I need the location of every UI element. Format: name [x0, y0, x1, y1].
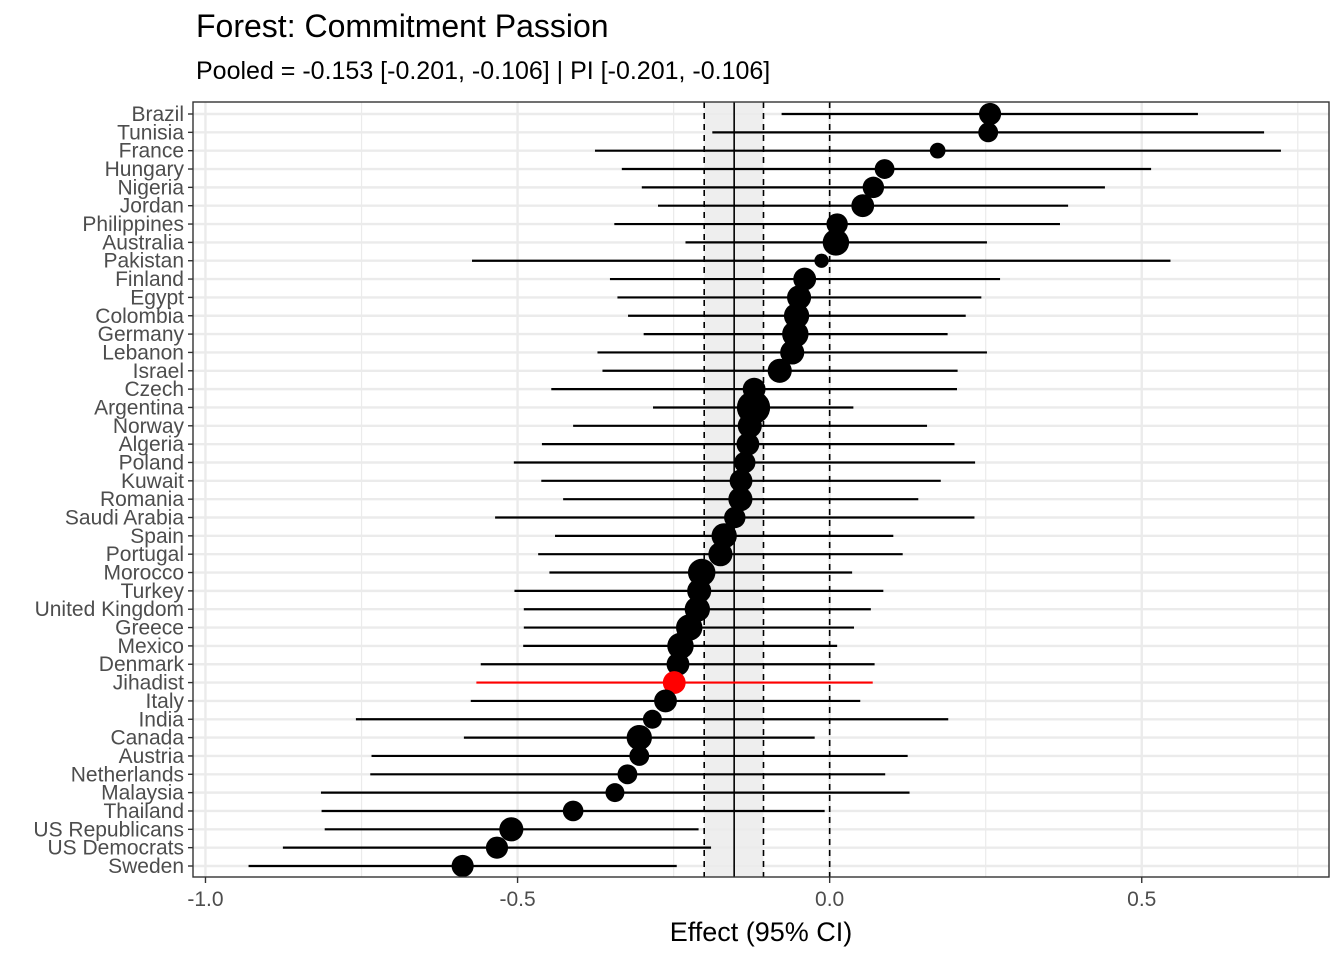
y-tick-label: Algeria: [119, 433, 185, 456]
point-estimate: [605, 783, 625, 803]
y-tick-label: Lebanon: [102, 341, 184, 364]
point-estimate: [979, 102, 1002, 126]
point-estimate: [737, 413, 762, 438]
y-tick-label: Turkey: [121, 580, 185, 603]
y-tick-label: Nigeria: [117, 176, 184, 199]
point-estimate: [626, 724, 652, 751]
y-tick-label: India: [138, 708, 184, 731]
point-estimate: [662, 671, 686, 695]
y-tick-label: Finland: [115, 268, 184, 291]
point-estimate: [708, 542, 733, 567]
y-tick-label: Netherlands: [71, 763, 184, 786]
point-estimate: [734, 451, 756, 474]
y-tick-label: Kuwait: [121, 470, 184, 493]
y-tick-label: Jordan: [120, 195, 184, 218]
y-tick-label: Germany: [98, 323, 185, 346]
point-estimate: [822, 229, 850, 256]
y-tick-label: US Democrats: [47, 837, 184, 860]
y-tick-label: Argentina: [94, 396, 184, 419]
point-estimate: [687, 558, 716, 587]
y-tick-label: Colombia: [95, 305, 184, 328]
y-tick-label: Spain: [130, 525, 184, 548]
y-tick-label: Malaysia: [101, 782, 184, 805]
point-estimate: [485, 836, 509, 859]
y-tick-label: Morocco: [103, 562, 184, 585]
point-estimate: [851, 194, 875, 218]
point-estimate: [666, 652, 690, 676]
x-axis-label: Effect (95% CI): [670, 917, 853, 947]
y-tick-label: Mexico: [117, 635, 184, 658]
y-tick-label: Austria: [119, 745, 185, 768]
point-estimate: [728, 487, 753, 512]
y-tick-label: Jihadist: [113, 672, 184, 695]
y-tick-label: US Republicans: [33, 818, 184, 841]
y-tick-label: Thailand: [103, 800, 184, 823]
pooled-band-layer: [703, 102, 831, 877]
chart-subtitle: Pooled = -0.153 [-0.201, -0.106] | PI [-…: [196, 57, 771, 85]
point-estimate: [929, 142, 946, 159]
point-estimate: [874, 159, 895, 179]
point-estimate: [642, 709, 662, 729]
point-estimate: [499, 817, 524, 842]
panel-border: [192, 101, 1330, 878]
point-estimate: [617, 764, 638, 785]
y-tick-label: Hungary: [105, 158, 185, 181]
y-tick-label: Italy: [145, 690, 184, 713]
y-tick-label: Romania: [100, 488, 184, 511]
y-tick-label: Canada: [110, 727, 184, 750]
y-tick-label: Norway: [113, 415, 185, 438]
point-estimate: [787, 285, 812, 310]
y-tick-label: Poland: [119, 451, 184, 474]
axis-layer: BrazilTunisiaFranceHungaryNigeriaJordanP…: [33, 103, 1156, 911]
point-estimate: [562, 800, 584, 822]
series-layer: [248, 102, 1281, 878]
y-tick-label: Australia: [102, 231, 184, 254]
y-tick-label: Tunisia: [117, 121, 184, 144]
point-estimate: [654, 689, 677, 713]
point-estimate: [711, 523, 737, 549]
point-estimate: [736, 432, 760, 456]
point-estimate: [767, 358, 792, 383]
point-estimate: [978, 122, 999, 143]
y-tick-label: Czech: [124, 378, 184, 401]
y-tick-label: Pakistan: [103, 250, 184, 273]
point-estimate: [862, 176, 885, 199]
point-estimate: [782, 320, 809, 348]
point-estimate: [814, 253, 829, 268]
point-estimate: [729, 469, 753, 493]
point-estimate: [780, 340, 805, 365]
point-estimate: [667, 632, 694, 660]
point-estimate: [724, 506, 746, 529]
y-tick-label: Egypt: [130, 286, 184, 309]
y-tick-label: United Kingdom: [35, 598, 184, 621]
y-tick-label: Greece: [115, 617, 184, 640]
x-tick-label: -1.0: [187, 888, 223, 911]
y-tick-label: Sweden: [108, 855, 184, 878]
y-tick-label: Portugal: [106, 543, 184, 566]
y-tick-label: France: [119, 140, 184, 163]
y-tick-label: Philippines: [82, 213, 184, 236]
y-tick-label: Saudi Arabia: [65, 507, 184, 530]
point-estimate: [793, 267, 817, 291]
y-tick-label: Israel: [133, 360, 184, 383]
x-tick-label: -0.5: [499, 888, 535, 911]
y-tick-label: Brazil: [131, 103, 184, 126]
point-estimate: [687, 578, 712, 603]
x-tick-label: 0.0: [815, 888, 844, 911]
x-tick-label: 0.5: [1127, 888, 1156, 911]
point-estimate: [629, 746, 650, 766]
chart-title: Forest: Commitment Passion: [196, 8, 609, 44]
point-estimate: [451, 854, 474, 878]
y-tick-label: Denmark: [99, 653, 185, 676]
point-estimate: [826, 213, 848, 235]
